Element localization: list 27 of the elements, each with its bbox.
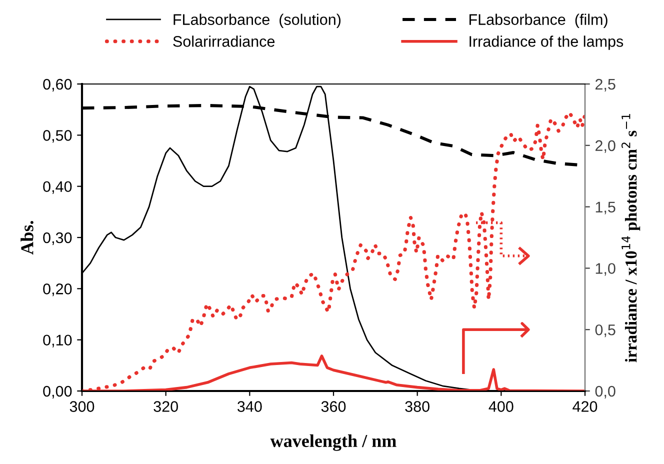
x-axis-title: wavelength / nm [270, 434, 396, 451]
x-tick-label: 320 [154, 401, 178, 412]
legend-label: FLabsorbance (solution) [174, 14, 341, 28]
y2-tick-label: 1,5 [596, 202, 616, 214]
legend-label: FLabsorbance (film) [470, 14, 608, 28]
x-tick-label: 360 [321, 401, 346, 412]
y-tick-label: 0,20 [43, 284, 72, 296]
legend-label: Irradiance of the lamps [470, 36, 624, 50]
y-tick-label: 0,60 [43, 78, 72, 92]
y-tick-label: 0,00 [43, 386, 72, 398]
y2-tick-label: 2,5 [595, 78, 616, 92]
y2-tick-label: 0,5 [595, 324, 616, 338]
y2-tick-label: 1,0 [596, 263, 616, 276]
y2-tick-label: 0,0 [595, 386, 616, 398]
x-tick-label: 400 [488, 401, 514, 412]
y-tick-label: 0,10 [43, 334, 72, 348]
y-tick-label: 0,30 [43, 232, 72, 245]
x-tick-label: 340 [238, 401, 262, 412]
x-tick-label: 380 [405, 401, 430, 412]
y2-tick-label: 2,0 [595, 140, 616, 153]
x-tick-label: 420 [572, 401, 598, 412]
y-tick-label: 0,40 [43, 181, 72, 194]
y-tick-label: 0,50 [43, 130, 72, 143]
y2-axis-title: irradiance / x10$^{14}$ photons cm$^{2}$ s$^{−1}$ [622, 114, 640, 362]
y-axis-title: Abs. [20, 220, 34, 255]
legend-label: Solarirradiance [173, 36, 275, 47]
x-tick-label: 300 [70, 401, 94, 412]
